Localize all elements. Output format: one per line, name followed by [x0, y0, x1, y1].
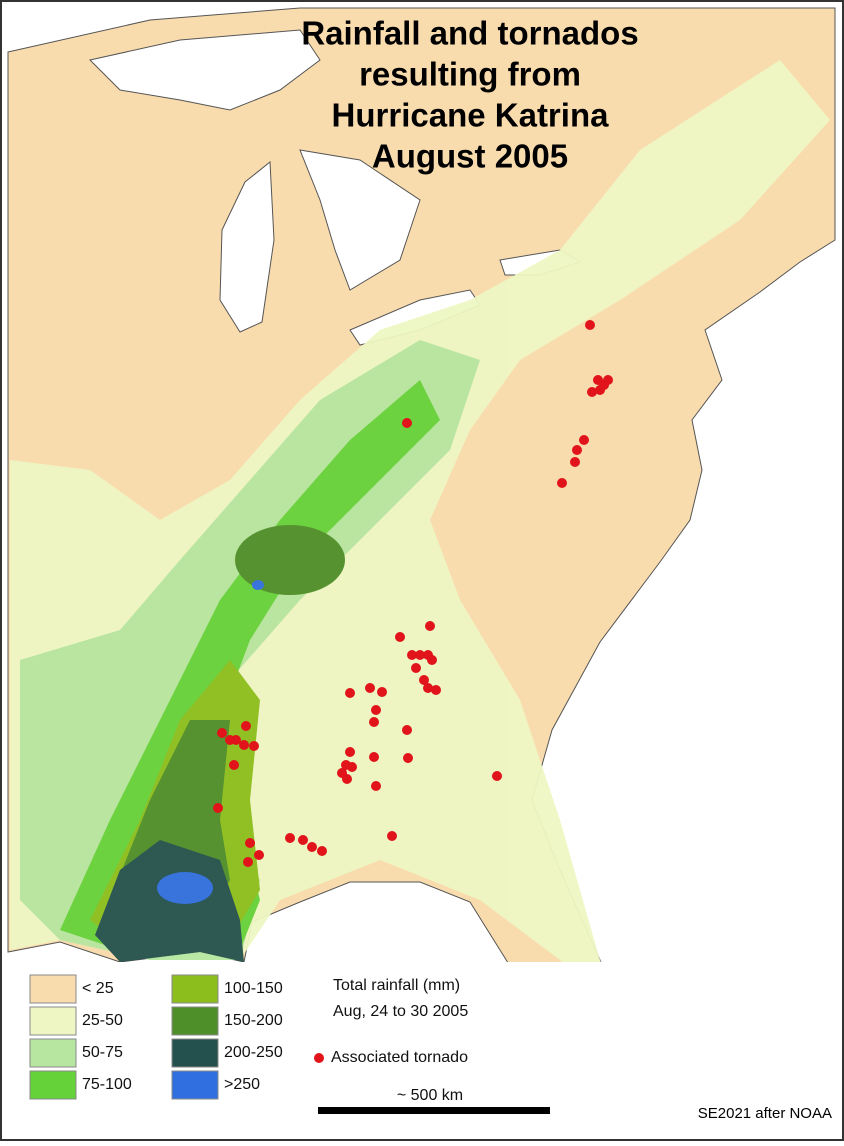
lake-huron	[299, 149, 421, 291]
zone-over-250	[157, 872, 213, 904]
tornado-legend-dot	[314, 1053, 324, 1063]
tornado-dot	[395, 632, 405, 642]
tornado-dot	[213, 803, 223, 813]
tornado-dots	[213, 320, 613, 867]
title-line: August 2005	[372, 138, 568, 175]
tornado-dot	[402, 418, 412, 428]
tornado-dot	[371, 781, 381, 791]
title-line: resulting from	[359, 56, 581, 93]
legend-label: 200-250	[224, 1044, 283, 1061]
tornado-dot	[249, 741, 259, 751]
tornado-dot	[241, 721, 251, 731]
tornado-dot	[425, 621, 435, 631]
tornado-dot	[572, 445, 582, 455]
tornado-label: Associated tornado	[331, 1049, 468, 1066]
tornado-dot	[298, 835, 308, 845]
tornado-dot	[243, 857, 253, 867]
rainfall-zones	[10, 60, 830, 1030]
tornado-dot	[431, 685, 441, 695]
caption: Aug, 24 to 30 2005	[333, 1003, 468, 1020]
tornado-dot	[492, 771, 502, 781]
credit: SE2021 after NOAA	[698, 1105, 832, 1122]
legend-label: 150-200	[224, 1012, 283, 1029]
legend: < 25 25-50 50-75 75-100 100-150 150-200 200-25…	[29, 974, 283, 1100]
legend-background	[8, 962, 834, 1132]
tornado-dot	[595, 385, 605, 395]
legend-label: 100-150	[224, 980, 283, 997]
zone-over-250-b	[252, 580, 264, 590]
legend-swatch	[29, 974, 77, 1004]
legend-swatch	[171, 1070, 219, 1100]
legend-swatch	[171, 1038, 219, 1068]
legend-swatch	[29, 1038, 77, 1068]
tornado-dot	[317, 846, 327, 856]
tornado-dot	[403, 753, 413, 763]
scale-bar	[318, 1107, 550, 1114]
tornado-dot	[217, 728, 227, 738]
tornado-dot	[387, 831, 397, 841]
tornado-dot	[411, 663, 421, 673]
tornado-dot	[231, 735, 241, 745]
tornado-dot	[419, 675, 429, 685]
tornado-dot	[427, 655, 437, 665]
tornado-dot	[365, 683, 375, 693]
legend-swatch	[29, 1070, 77, 1100]
legend-swatch	[171, 1006, 219, 1036]
tornado-dot	[347, 762, 357, 772]
caption: Total rainfall (mm)	[333, 977, 460, 994]
tornado-dot	[229, 760, 239, 770]
tornado-dot	[345, 688, 355, 698]
tornado-dot	[570, 457, 580, 467]
legend-swatch	[29, 1006, 77, 1036]
tornado-dot	[557, 478, 567, 488]
tornado-dot	[285, 833, 295, 843]
tornado-dot	[585, 320, 595, 330]
zone-150-200-north	[235, 525, 345, 595]
legend-swatch	[171, 974, 219, 1004]
tornado-dot	[402, 725, 412, 735]
title-line: Rainfall and tornados	[301, 15, 638, 52]
scale-label: ~ 500 km	[397, 1087, 463, 1104]
tornado-dot	[377, 687, 387, 697]
tornado-dot	[603, 375, 613, 385]
tornado-dot	[245, 838, 255, 848]
tornado-dot	[415, 650, 425, 660]
tornado-dot	[239, 740, 249, 750]
tornado-dot	[579, 435, 589, 445]
tornado-dot	[407, 650, 417, 660]
legend-label: 25-50	[82, 1012, 123, 1029]
tornado-dot	[342, 774, 352, 784]
tornado-dot	[345, 747, 355, 757]
legend-label: 50-75	[82, 1044, 123, 1061]
tornado-dot	[423, 683, 433, 693]
legend-label: 75-100	[82, 1076, 132, 1093]
tornado-dot	[307, 842, 317, 852]
lake-superior	[89, 29, 321, 111]
tornado-dot	[371, 705, 381, 715]
tornado-dot	[369, 717, 379, 727]
tornado-dot	[369, 752, 379, 762]
legend-label: < 25	[82, 980, 114, 997]
lake-michigan	[219, 161, 275, 333]
tornado-dot	[587, 387, 597, 397]
title-line: Hurricane Katrina	[332, 97, 610, 134]
legend-label: >250	[224, 1076, 260, 1093]
tornado-dot	[254, 850, 264, 860]
